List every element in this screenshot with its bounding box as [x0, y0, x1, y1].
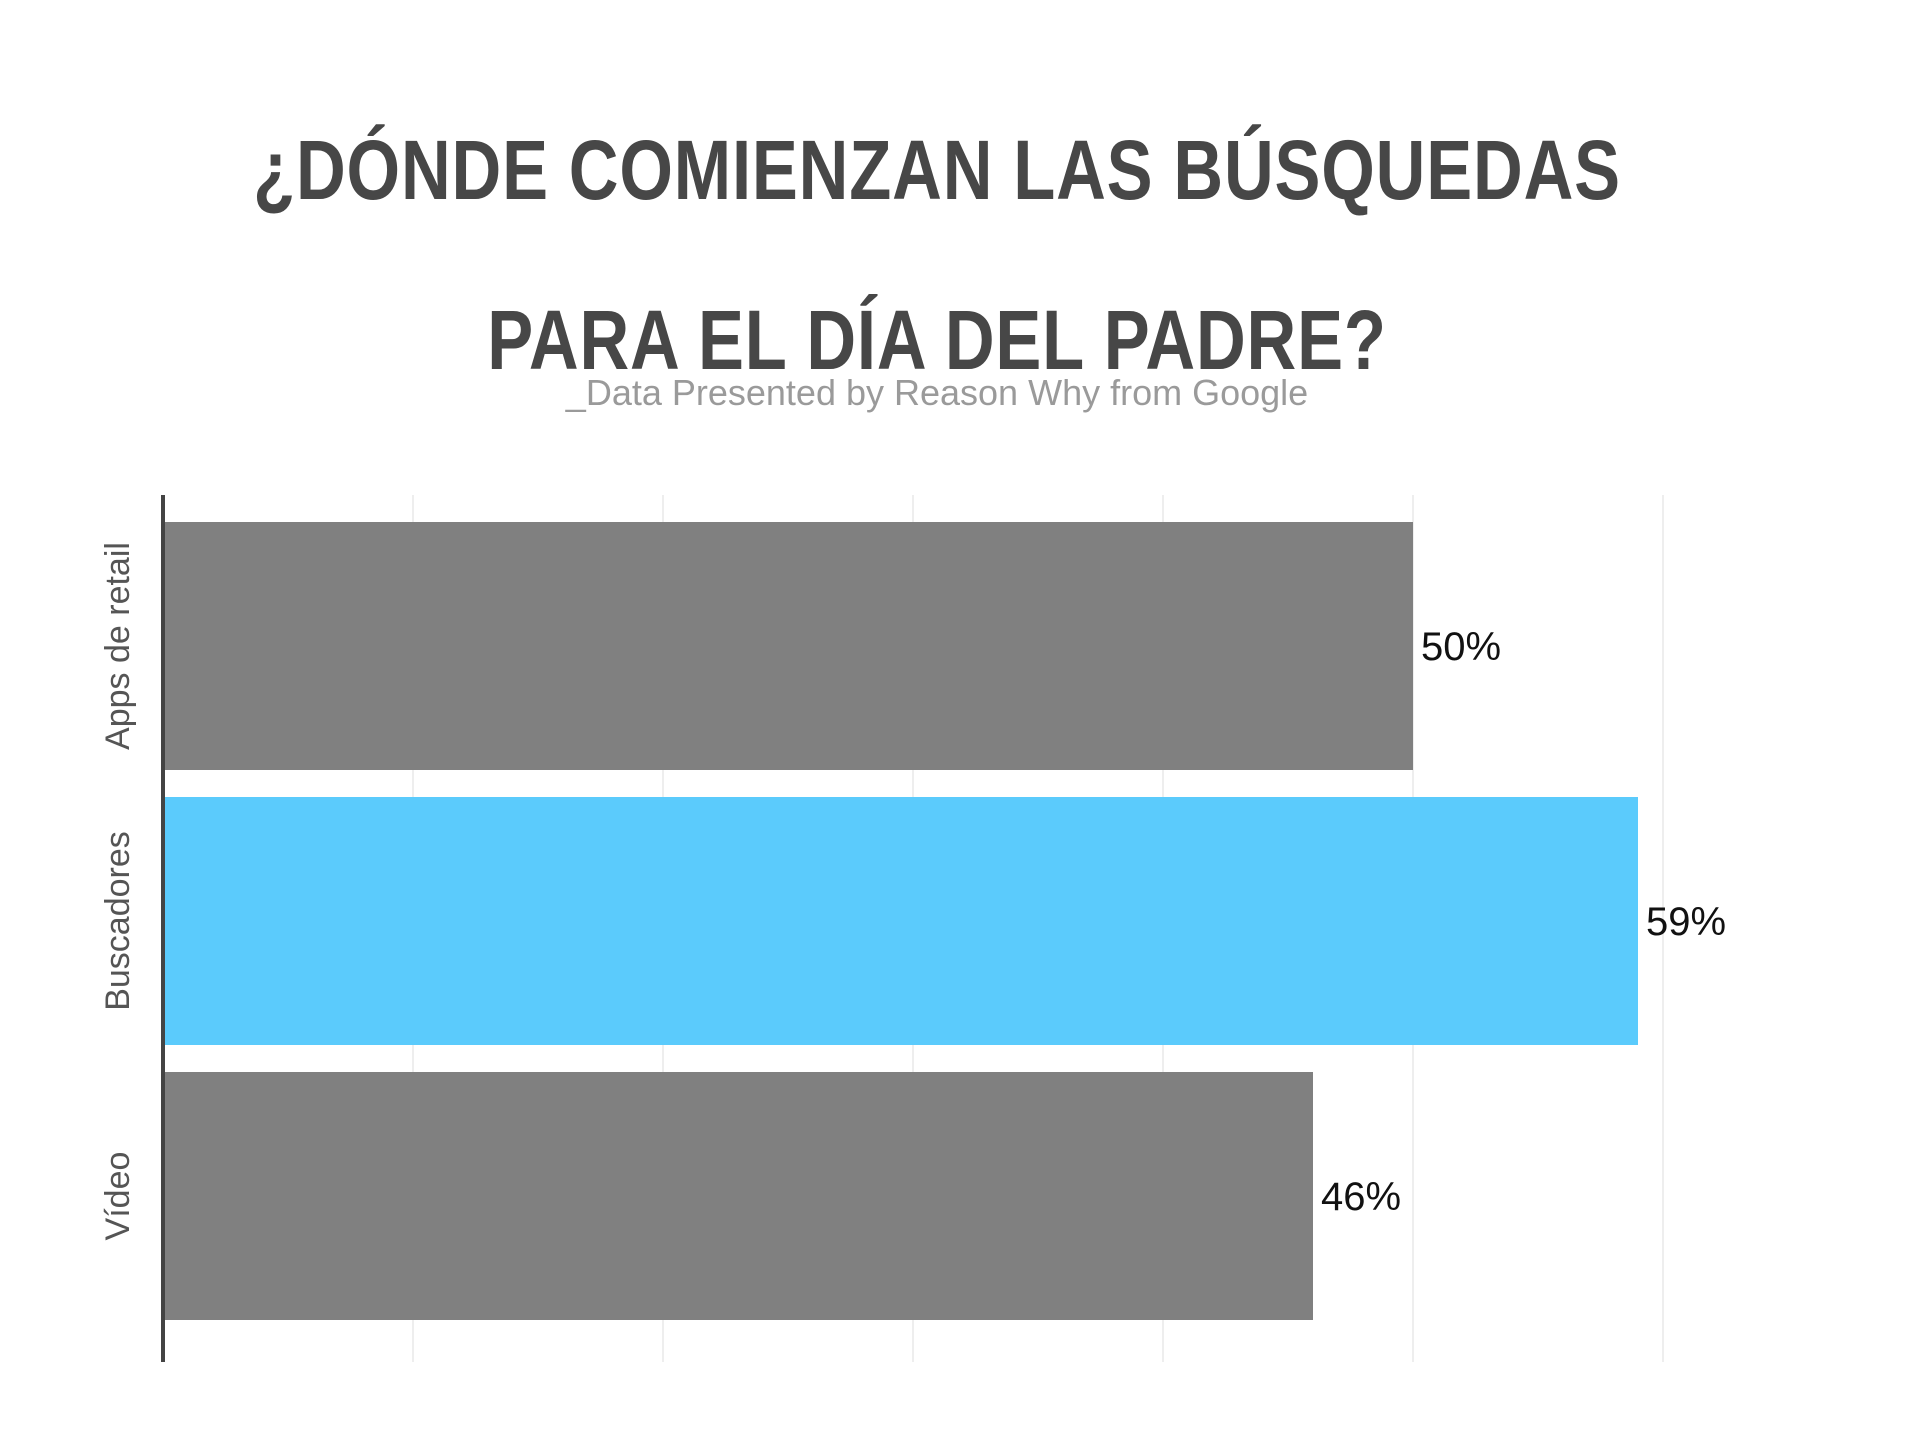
- chart-subtitle: _Data Presented by Reason Why from Googl…: [565, 372, 1309, 413]
- category-label-1: Buscadores: [99, 831, 137, 1011]
- value-label-2: 46%: [1321, 1175, 1401, 1219]
- chart-title-line-1: ¿DÓNDE COMIENZAN LAS BÚSQUEDAS: [253, 123, 1621, 217]
- category-label-2: Vídeo: [99, 1152, 137, 1241]
- chart-title: ¿DÓNDE COMIENZAN LAS BÚSQUEDAS PARA EL D…: [169, 85, 1706, 425]
- bars: [163, 522, 1638, 1320]
- category-label-0: Apps de retail: [99, 542, 137, 750]
- bar-2: [163, 1072, 1313, 1320]
- bar-0: [163, 522, 1413, 770]
- bar-1: [163, 797, 1638, 1045]
- value-label-1: 59%: [1646, 900, 1726, 944]
- chart-title-line-2: PARA EL DÍA DEL PADRE?: [487, 293, 1387, 387]
- value-label-0: 50%: [1421, 625, 1501, 669]
- value-labels: 50% 59% 46%: [1321, 625, 1726, 1219]
- category-labels: Apps de retail Buscadores Vídeo: [99, 542, 137, 1240]
